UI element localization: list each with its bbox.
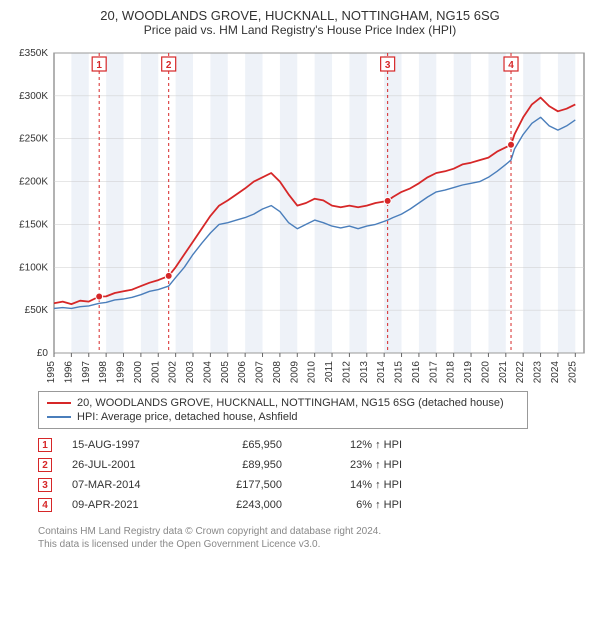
svg-text:2: 2: [166, 60, 172, 71]
svg-text:2017: 2017: [428, 361, 439, 383]
legend-swatch: [47, 416, 71, 418]
sale-marker: 2: [38, 458, 52, 472]
legend-label: HPI: Average price, detached house, Ashf…: [77, 411, 298, 423]
svg-text:2020: 2020: [480, 361, 491, 383]
sale-pct: 14% ↑ HPI: [302, 479, 402, 491]
svg-text:2009: 2009: [289, 361, 300, 383]
svg-text:2012: 2012: [341, 361, 352, 383]
attribution: Contains HM Land Registry data © Crown c…: [38, 525, 592, 551]
sale-marker: 3: [38, 478, 52, 492]
sales-row: 2 26-JUL-2001 £89,950 23% ↑ HPI: [38, 455, 592, 475]
sale-pct: 23% ↑ HPI: [302, 459, 402, 471]
svg-text:2021: 2021: [498, 361, 509, 383]
sale-price: £243,000: [202, 499, 282, 511]
svg-text:£50K: £50K: [25, 305, 49, 316]
svg-text:2008: 2008: [272, 361, 283, 383]
svg-text:2024: 2024: [550, 361, 561, 383]
sales-table: 1 15-AUG-1997 £65,950 12% ↑ HPI 2 26-JUL-2001…: [38, 435, 592, 515]
svg-text:2018: 2018: [446, 361, 457, 383]
sale-date: 09-APR-2021: [72, 499, 182, 511]
attribution-line: Contains HM Land Registry data © Crown c…: [38, 525, 592, 538]
svg-text:£200K: £200K: [19, 177, 48, 188]
chart-subtitle: Price paid vs. HM Land Registry's House …: [8, 23, 592, 37]
svg-text:2015: 2015: [394, 361, 405, 383]
svg-text:1996: 1996: [63, 361, 74, 383]
svg-text:2005: 2005: [220, 361, 231, 383]
svg-text:£300K: £300K: [19, 91, 48, 102]
svg-text:2023: 2023: [533, 361, 544, 383]
sale-price: £65,950: [202, 439, 282, 451]
svg-text:1997: 1997: [81, 361, 92, 383]
svg-text:1998: 1998: [98, 361, 109, 383]
svg-text:2004: 2004: [202, 361, 213, 383]
sale-date: 15-AUG-1997: [72, 439, 182, 451]
attribution-line: This data is licensed under the Open Gov…: [38, 538, 592, 551]
svg-text:2016: 2016: [411, 361, 422, 383]
legend-item: HPI: Average price, detached house, Ashf…: [47, 410, 519, 424]
svg-text:2001: 2001: [150, 361, 161, 383]
svg-text:2000: 2000: [133, 361, 144, 383]
sale-pct: 6% ↑ HPI: [302, 499, 402, 511]
sale-marker: 1: [38, 438, 52, 452]
svg-text:£350K: £350K: [19, 48, 48, 59]
svg-text:2003: 2003: [185, 361, 196, 383]
svg-text:2006: 2006: [237, 361, 248, 383]
chart-title: 20, WOODLANDS GROVE, HUCKNALL, NOTTINGHA…: [8, 8, 592, 23]
svg-text:1999: 1999: [116, 361, 127, 383]
svg-text:£150K: £150K: [19, 219, 48, 230]
legend-label: 20, WOODLANDS GROVE, HUCKNALL, NOTTINGHA…: [77, 397, 504, 409]
svg-text:2019: 2019: [463, 361, 474, 383]
chart-area: £0 £50K £100K £150K £200K £250K £300K £350K 1995…: [8, 43, 592, 383]
sale-marker: 4: [38, 498, 52, 512]
svg-text:£250K: £250K: [19, 134, 48, 145]
svg-text:2013: 2013: [359, 361, 370, 383]
legend-item: 20, WOODLANDS GROVE, HUCKNALL, NOTTINGHA…: [47, 396, 519, 410]
svg-text:2014: 2014: [376, 361, 387, 383]
sales-row: 3 07-MAR-2014 £177,500 14% ↑ HPI: [38, 475, 592, 495]
svg-text:£100K: £100K: [19, 262, 48, 273]
svg-text:2011: 2011: [324, 361, 335, 383]
legend-swatch: [47, 402, 71, 404]
svg-text:1: 1: [96, 60, 102, 71]
sale-pct: 12% ↑ HPI: [302, 439, 402, 451]
sale-date: 07-MAR-2014: [72, 479, 182, 491]
svg-text:£0: £0: [37, 348, 49, 359]
svg-text:2025: 2025: [567, 361, 578, 383]
sales-row: 4 09-APR-2021 £243,000 6% ↑ HPI: [38, 495, 592, 515]
sales-row: 1 15-AUG-1997 £65,950 12% ↑ HPI: [38, 435, 592, 455]
legend: 20, WOODLANDS GROVE, HUCKNALL, NOTTINGHA…: [38, 391, 528, 429]
sale-price: £177,500: [202, 479, 282, 491]
svg-text:2007: 2007: [255, 361, 266, 383]
svg-text:2022: 2022: [515, 361, 526, 383]
svg-text:3: 3: [385, 60, 391, 71]
svg-text:2002: 2002: [168, 361, 179, 383]
sale-date: 26-JUL-2001: [72, 459, 182, 471]
svg-text:4: 4: [508, 60, 514, 71]
chart-svg: £0 £50K £100K £150K £200K £250K £300K £350K 1995…: [8, 43, 592, 383]
svg-text:2010: 2010: [307, 361, 318, 383]
svg-text:1995: 1995: [46, 361, 57, 383]
sale-price: £89,950: [202, 459, 282, 471]
